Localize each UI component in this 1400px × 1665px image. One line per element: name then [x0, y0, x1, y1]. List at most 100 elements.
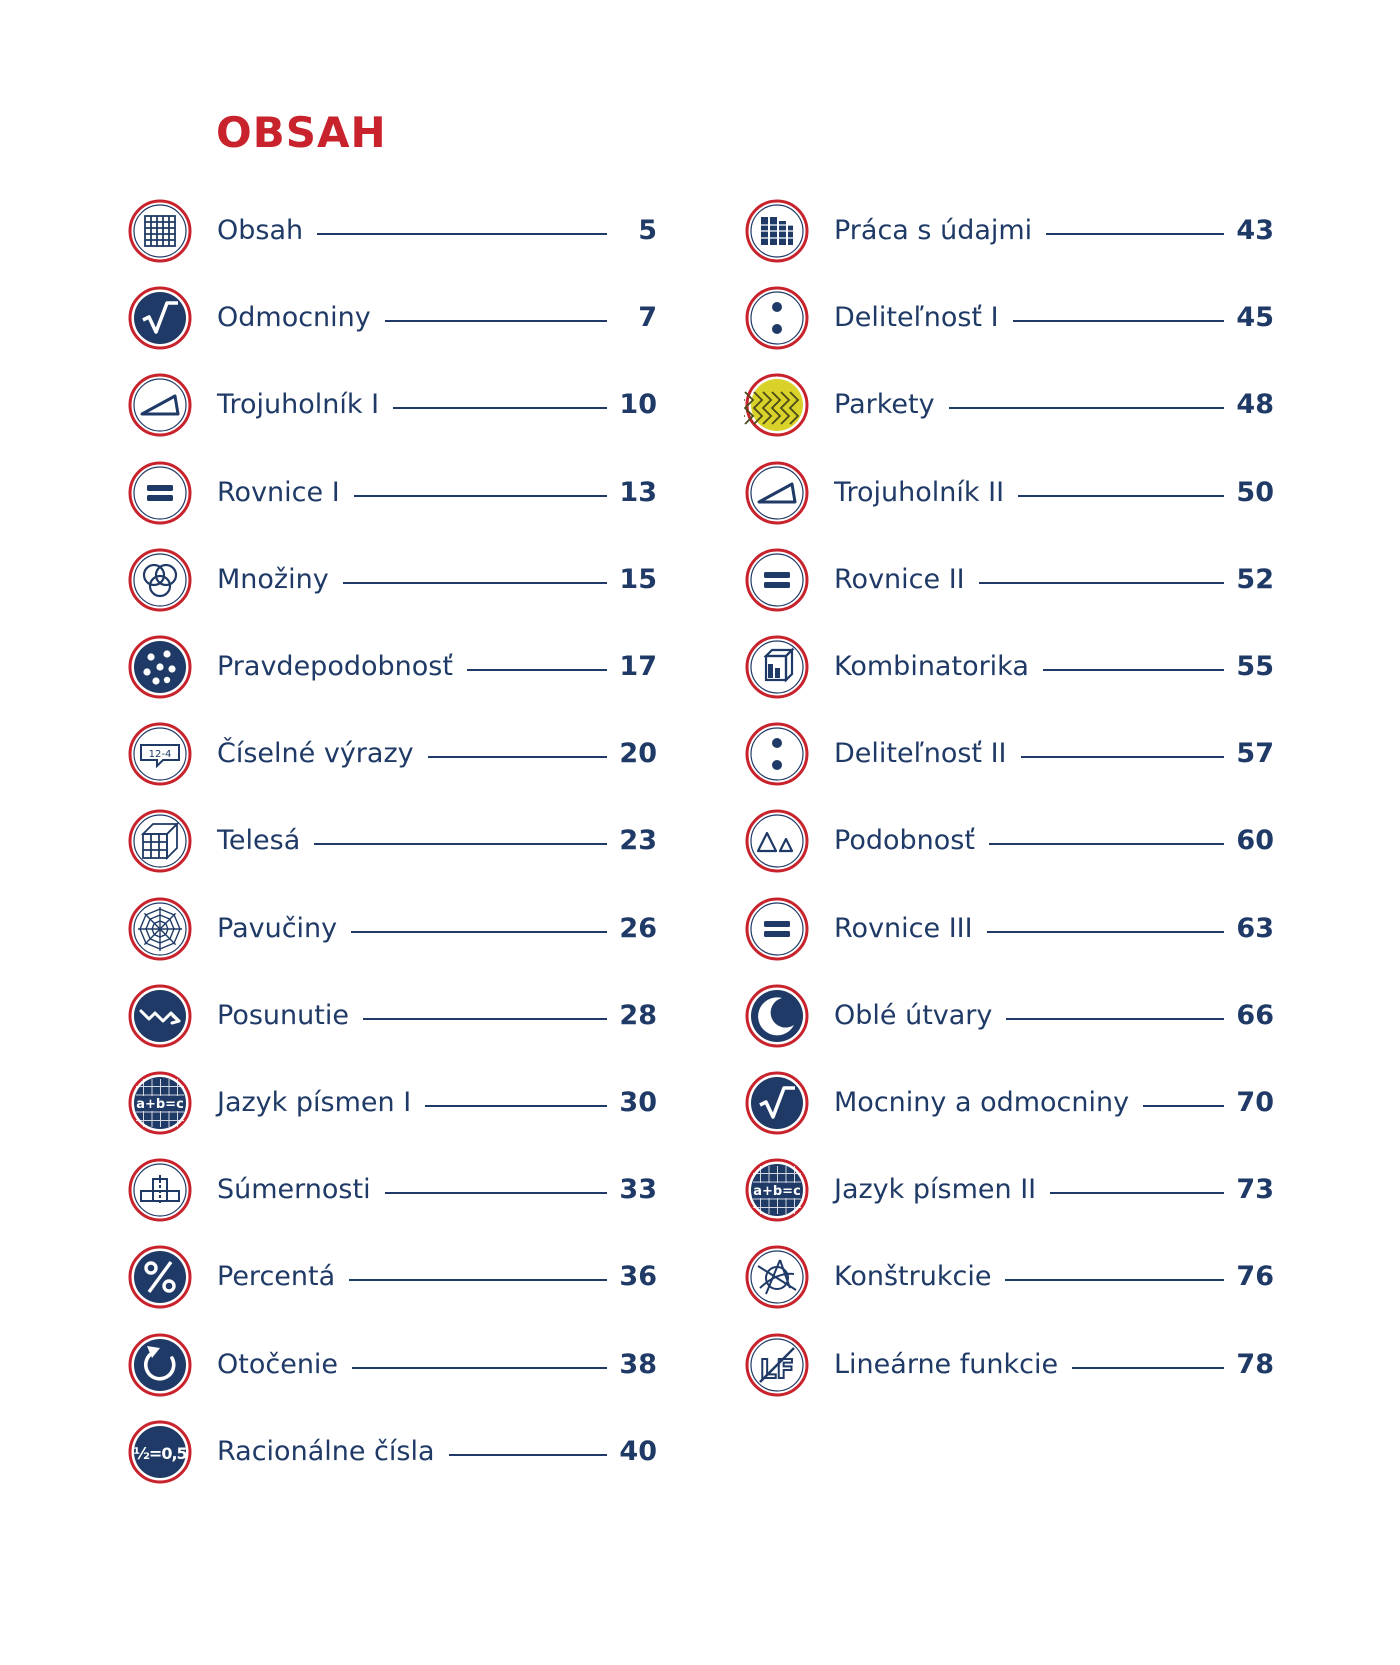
toc-entry-page-number: 48: [1224, 385, 1274, 426]
toc-entry[interactable]: LF Lineárne funkcie 78: [744, 1332, 1274, 1398]
svg-text:½=0,5: ½=0,5: [133, 1444, 187, 1463]
toc-entry-page-number: 30: [607, 1083, 657, 1123]
toc-entry-title: Percentá: [217, 1257, 350, 1298]
toc-entry-title: Racionálne čísla: [217, 1431, 449, 1472]
toc-entry-title: Trojuholník II: [834, 472, 1019, 513]
dot-leader-line: [834, 407, 1230, 410]
toc-entry-page-number: 73: [1224, 1170, 1274, 1211]
toc-entry-page-number: 78: [1224, 1344, 1274, 1385]
toc-entry-page-number: 50: [1224, 472, 1274, 513]
toc-entry-page-number: 36: [607, 1257, 657, 1298]
toc-entry-title: Množiny: [217, 559, 343, 600]
toc-entry-page-number: 70: [1224, 1083, 1274, 1123]
toc-entry[interactable]: a+b=c Jazyk písmen II 73: [744, 1157, 1274, 1223]
dot-leader-line: [217, 581, 613, 584]
toc-entry-page-number: 63: [1224, 908, 1274, 949]
toc-entry-title: Telesá: [217, 821, 315, 862]
toc-entry[interactable]: Obsah 5: [127, 198, 657, 264]
toc-entry-title: Jazyk písmen I: [217, 1083, 426, 1123]
toc-entry-title: Jazyk písmen II: [834, 1170, 1051, 1211]
svg-text:LF: LF: [760, 1355, 794, 1385]
toc-entry[interactable]: Mocniny a odmocniny 70: [744, 1070, 1274, 1136]
dot-leader-line: [834, 843, 1230, 846]
toc-entry-page-number: 10: [607, 385, 657, 426]
toc-entry[interactable]: Telesá 23: [127, 808, 657, 874]
toc-entry-page-number: 57: [1224, 734, 1274, 775]
toc-entry[interactable]: Odmocniny 7: [127, 285, 657, 351]
dot-leader-line: [834, 1279, 1230, 1282]
toc-entry[interactable]: Oblé útvary 66: [744, 983, 1274, 1049]
toc-entry-title: Pavučiny: [217, 908, 352, 949]
toc-entry-title: Pravdepodobnosť: [217, 647, 467, 687]
toc-entry-title: Súmernosti: [217, 1170, 385, 1211]
toc-entry[interactable]: Rovnice III 63: [744, 896, 1274, 962]
toc-entry-page-number: 20: [607, 734, 657, 775]
dot-leader-line: [217, 494, 613, 497]
dot-leader-line: [217, 320, 613, 323]
toc-entry-title: Parkety: [834, 385, 949, 426]
dot-leader-line: [834, 1017, 1230, 1020]
toc-entry-page-number: 15: [607, 559, 657, 600]
toc-entry[interactable]: Deliteľnosť I 45: [744, 285, 1274, 351]
toc-entry-title: Konštrukcie: [834, 1257, 1006, 1298]
toc-entry-page-number: 33: [607, 1170, 657, 1211]
toc-entry-page-number: 40: [607, 1431, 657, 1472]
toc-entry-title: Rovnice II: [834, 559, 979, 600]
toc-entry-title: Rovnice III: [834, 908, 987, 949]
dot-leader-line: [834, 494, 1230, 497]
dot-leader-line: [217, 1017, 613, 1020]
toc-entry-title: Posunutie: [217, 995, 363, 1036]
toc-entry-title: Rovnice I: [217, 472, 354, 513]
toc-entry[interactable]: Kombinatorika 55: [744, 634, 1274, 700]
toc-entry-title: Číselné výrazy: [217, 734, 428, 775]
toc-entry[interactable]: Pravdepodobnosť 17: [127, 634, 657, 700]
toc-entry[interactable]: Množiny 15: [127, 547, 657, 613]
toc-entry-title: Mocniny a odmocniny: [834, 1083, 1144, 1123]
toc-entry[interactable]: Posunutie 28: [127, 983, 657, 1049]
toc-entry-title: Trojuholník I: [217, 385, 394, 426]
dot-leader-line: [834, 756, 1230, 759]
toc-entry[interactable]: Trojuholník II 50: [744, 460, 1274, 526]
dot-leader-line: [834, 320, 1230, 323]
toc-entry[interactable]: Práca s údajmi 43: [744, 198, 1274, 264]
toc-entry[interactable]: Pavučiny 26: [127, 896, 657, 962]
toc-entry-page-number: 60: [1224, 821, 1274, 862]
dot-leader-line: [217, 1279, 613, 1282]
dot-leader-line: [217, 930, 613, 933]
toc-entry[interactable]: Deliteľnosť II 57: [744, 721, 1274, 787]
page-title: OBSAH: [216, 108, 387, 157]
toc-entry[interactable]: Konštrukcie 76: [744, 1244, 1274, 1310]
toc-entry[interactable]: Otočenie 38: [127, 1332, 657, 1398]
toc-entry-page-number: 55: [1224, 647, 1274, 687]
toc-entry[interactable]: Rovnice I 13: [127, 460, 657, 526]
toc-entry-title: Oblé útvary: [834, 995, 1007, 1036]
dot-leader-line: [217, 233, 613, 235]
toc-entry-title: Práca s údajmi: [834, 211, 1047, 251]
toc-entry-title: Podobnosť: [834, 821, 989, 862]
toc-entry-title: Deliteľnosť II: [834, 734, 1021, 775]
toc-entry[interactable]: Podobnosť 60: [744, 808, 1274, 874]
toc-entry-page-number: 13: [607, 472, 657, 513]
toc-entry[interactable]: Trojuholník I 10: [127, 372, 657, 438]
toc-entry[interactable]: Súmernosti 33: [127, 1157, 657, 1223]
toc-entry-page-number: 7: [607, 298, 657, 339]
toc-entry-page-number: 23: [607, 821, 657, 862]
toc-entry[interactable]: Parkety 48: [744, 372, 1274, 438]
toc-entry[interactable]: a+b=c Jazyk písmen I 30: [127, 1070, 657, 1136]
toc-entry[interactable]: 12-4 Číselné výrazy 20: [127, 721, 657, 787]
toc-entry-page-number: 28: [607, 995, 657, 1036]
dot-leader-line: [217, 1366, 613, 1369]
toc-entry[interactable]: Rovnice II 52: [744, 547, 1274, 613]
toc-entry[interactable]: ½=0,5 Racionálne čísla 40: [127, 1419, 657, 1485]
toc-entry-title: Lineárne funkcie: [834, 1344, 1073, 1385]
toc-entry-title: Obsah: [217, 211, 318, 251]
toc-entry-page-number: 5: [607, 211, 657, 251]
toc-entry-title: Kombinatorika: [834, 647, 1043, 687]
svg-text:12-4: 12-4: [149, 749, 172, 760]
toc-entry-title: Otočenie: [217, 1344, 353, 1385]
toc-entry-page-number: 66: [1224, 995, 1274, 1036]
toc-entry-page-number: 26: [607, 908, 657, 949]
toc-entry-page-number: 17: [607, 647, 657, 687]
toc-entry[interactable]: Percentá 36: [127, 1244, 657, 1310]
toc-entry-page-number: 52: [1224, 559, 1274, 600]
